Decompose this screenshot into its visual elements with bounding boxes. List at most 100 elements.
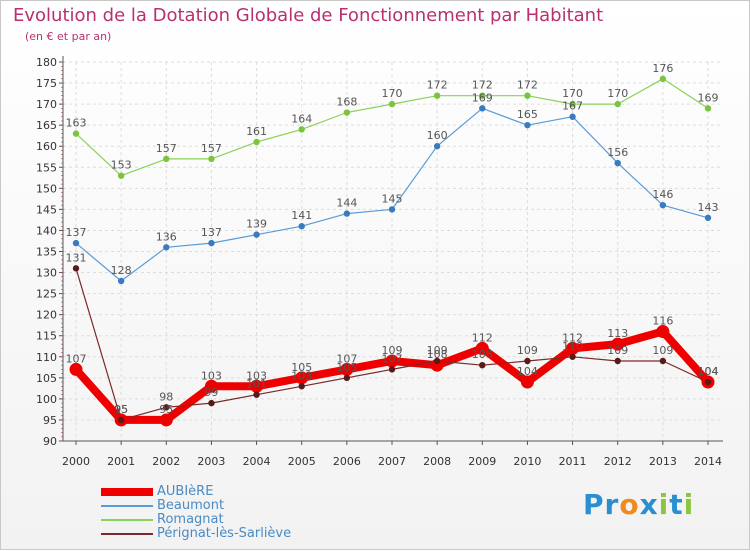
data-label: 112 [562, 331, 583, 344]
x-tick-label: 2011 [559, 455, 587, 468]
data-point [433, 357, 441, 365]
data-label: 170 [607, 87, 628, 100]
data-label: 136 [156, 230, 177, 243]
data-label: 164 [291, 112, 312, 125]
data-point [479, 362, 486, 369]
data-label: 176 [652, 62, 673, 75]
data-label: 101 [246, 378, 267, 391]
y-tick-label: 150 [36, 182, 57, 195]
y-tick-label: 165 [36, 119, 57, 132]
data-label: 128 [111, 264, 132, 277]
x-tick-label: 2012 [604, 455, 632, 468]
y-tick-label: 105 [36, 372, 57, 385]
data-label: 165 [517, 108, 538, 121]
data-point [298, 383, 305, 390]
proxiti-logo: Proxiti [583, 488, 695, 521]
y-tick-label: 160 [36, 140, 57, 153]
data-label: 143 [698, 201, 719, 214]
y-tick-label: 110 [36, 351, 57, 364]
data-label: 95 [114, 403, 128, 416]
data-label: 105 [336, 361, 357, 374]
data-point [388, 366, 396, 373]
data-point [253, 391, 260, 398]
data-label: 105 [291, 361, 312, 374]
data-point [72, 239, 80, 247]
data-label: 170 [382, 87, 403, 100]
data-label: 172 [427, 79, 448, 92]
data-label: 107 [336, 352, 357, 365]
data-point [704, 378, 712, 386]
y-tick-label: 90 [43, 435, 57, 448]
y-tick-label: 115 [36, 330, 57, 343]
y-tick-label: 175 [36, 77, 57, 90]
data-point [117, 172, 125, 179]
data-point [253, 231, 260, 238]
data-point [433, 92, 441, 99]
data-label: 98 [159, 390, 173, 403]
data-point [343, 109, 351, 116]
x-tick-label: 2014 [694, 455, 722, 468]
chart-subtitle: (en € et par an) [25, 30, 112, 43]
data-point [475, 341, 489, 355]
data-label: 107 [66, 352, 87, 365]
x-tick-label: 2003 [197, 455, 225, 468]
data-label: 131 [66, 251, 87, 264]
data-point [569, 113, 576, 120]
data-point [159, 413, 173, 427]
series-points [69, 75, 715, 427]
data-label: 157 [201, 142, 222, 155]
x-tick-label: 2009 [468, 455, 496, 468]
data-label: 172 [517, 79, 538, 92]
data-point [656, 325, 670, 339]
data-point [163, 404, 170, 411]
data-label: 153 [111, 159, 132, 172]
data-point [208, 399, 215, 407]
data-point [117, 277, 125, 285]
data-label: 104 [517, 365, 538, 378]
data-label: 156 [607, 146, 628, 159]
chart-title: Evolution de la Dotation Globale de Fonc… [13, 5, 604, 26]
legend-swatch [101, 488, 153, 496]
data-label: 167 [562, 100, 583, 113]
data-label: 108 [427, 348, 448, 361]
data-point [72, 130, 80, 137]
data-point [204, 379, 218, 393]
data-label: 103 [291, 369, 312, 382]
data-point [614, 100, 621, 108]
data-point [208, 239, 215, 247]
x-tick-label: 2008 [423, 455, 451, 468]
data-label: 137 [201, 226, 222, 239]
x-tick-label: 2013 [649, 455, 677, 468]
data-label: 161 [246, 125, 267, 138]
data-point [388, 206, 396, 213]
data-point [208, 155, 215, 163]
data-label: 112 [472, 331, 493, 344]
data-point [163, 244, 170, 251]
y-tick-label: 135 [36, 246, 57, 259]
data-point [704, 105, 712, 112]
x-tick-label: 2007 [378, 455, 406, 468]
y-tick-label: 125 [36, 288, 57, 301]
x-tick-label: 2002 [152, 455, 180, 468]
data-point [704, 214, 712, 222]
y-tick-label: 155 [36, 161, 57, 174]
data-label: 108 [472, 348, 493, 361]
data-point [614, 159, 621, 167]
data-point [253, 138, 260, 146]
data-point [659, 201, 667, 209]
y-tick-label: 145 [36, 203, 57, 216]
data-point [479, 92, 486, 99]
legend-swatch [101, 505, 153, 507]
data-label: 109 [427, 344, 448, 357]
legend-label: AUBIèRE [157, 484, 214, 499]
data-point [343, 210, 351, 217]
data-point [611, 337, 625, 351]
data-point [117, 416, 125, 424]
data-label: 157 [156, 142, 177, 155]
y-tick-label: 95 [43, 414, 57, 427]
data-label: 170 [562, 87, 583, 100]
y-tick-label: 140 [36, 224, 57, 237]
data-label: 99 [204, 386, 218, 399]
data-label: 137 [66, 226, 87, 239]
